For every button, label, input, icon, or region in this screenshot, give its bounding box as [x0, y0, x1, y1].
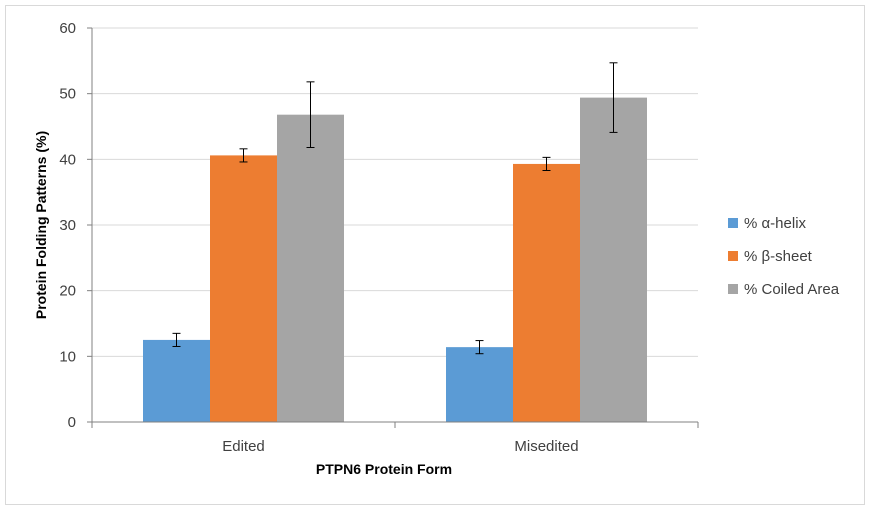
bar — [580, 97, 647, 423]
x-axis-title: PTPN6 Protein Form — [316, 461, 452, 477]
legend-swatch — [728, 284, 738, 294]
y-tick-label: 60 — [59, 20, 76, 37]
legend-swatch — [728, 251, 738, 261]
bar — [277, 114, 344, 423]
y-axis-title: Protein Folding Patterns (%) — [33, 131, 49, 319]
bar — [143, 339, 210, 422]
y-tick-label: 40 — [59, 151, 76, 168]
legend-swatch — [728, 218, 738, 228]
bar — [513, 163, 580, 422]
legend-label: % β-sheet — [744, 248, 813, 265]
x-tick-labels: Edited Misedited — [222, 438, 578, 455]
legend-label: % α-helix — [744, 215, 807, 232]
legend: % α-helix % β-sheet % Coiled Area — [728, 215, 840, 298]
error-bars — [172, 62, 618, 355]
y-tick-label: 0 — [68, 414, 76, 431]
bar — [210, 155, 277, 423]
bars — [143, 97, 647, 423]
y-tick-label: 30 — [59, 217, 76, 234]
x-tick-label: Misedited — [514, 438, 578, 455]
y-tick-label: 20 — [59, 283, 76, 300]
x-tick-label: Edited — [222, 438, 265, 455]
y-tick-labels: 0 10 20 30 40 50 60 — [59, 20, 76, 431]
y-tick-label: 10 — [59, 348, 76, 365]
y-tick-label: 50 — [59, 86, 76, 103]
bar — [446, 347, 513, 422]
axes — [87, 27, 699, 428]
legend-label: % Coiled Area — [744, 281, 840, 298]
